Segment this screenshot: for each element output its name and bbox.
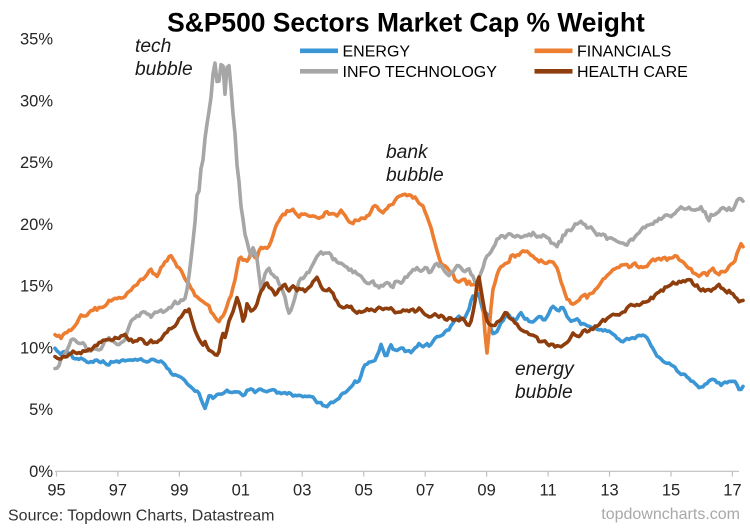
svg-text:10%: 10% [20, 339, 53, 357]
svg-text:01: 01 [232, 482, 250, 500]
svg-text:tech: tech [135, 36, 171, 57]
svg-text:30%: 30% [20, 92, 53, 110]
svg-text:INFO TECHNOLOGY: INFO TECHNOLOGY [343, 64, 498, 81]
svg-text:07: 07 [416, 482, 434, 500]
svg-text:03: 03 [293, 482, 311, 500]
svg-text:bubble: bubble [515, 382, 573, 403]
svg-text:S&P500 Sectors Market Cap % We: S&P500 Sectors Market Cap % Weight [167, 8, 645, 38]
svg-text:energy: energy [515, 359, 575, 380]
svg-text:bank: bank [386, 142, 429, 163]
svg-text:09: 09 [477, 482, 495, 500]
svg-text:topdowncharts.com: topdowncharts.com [601, 506, 740, 523]
svg-text:bubble: bubble [386, 165, 444, 186]
svg-text:bubble: bubble [135, 59, 193, 80]
svg-text:15%: 15% [20, 278, 53, 296]
svg-text:13: 13 [600, 482, 618, 500]
svg-text:05: 05 [355, 482, 373, 500]
svg-text:97: 97 [109, 482, 127, 500]
svg-text:35%: 35% [20, 31, 53, 49]
svg-text:15: 15 [662, 482, 680, 500]
svg-text:20%: 20% [20, 216, 53, 234]
svg-text:FINANCIALS: FINANCIALS [577, 43, 671, 60]
svg-text:17: 17 [723, 482, 741, 500]
svg-text:99: 99 [170, 482, 188, 500]
svg-text:HEALTH CARE: HEALTH CARE [577, 64, 688, 81]
svg-text:0%: 0% [29, 463, 53, 481]
svg-text:Source: Topdown Charts, Datast: Source: Topdown Charts, Datastream [8, 508, 275, 525]
svg-text:ENERGY: ENERGY [343, 43, 411, 60]
svg-text:95: 95 [47, 482, 65, 500]
svg-text:11: 11 [540, 482, 557, 500]
svg-text:25%: 25% [20, 154, 53, 172]
svg-text:5%: 5% [29, 401, 53, 419]
